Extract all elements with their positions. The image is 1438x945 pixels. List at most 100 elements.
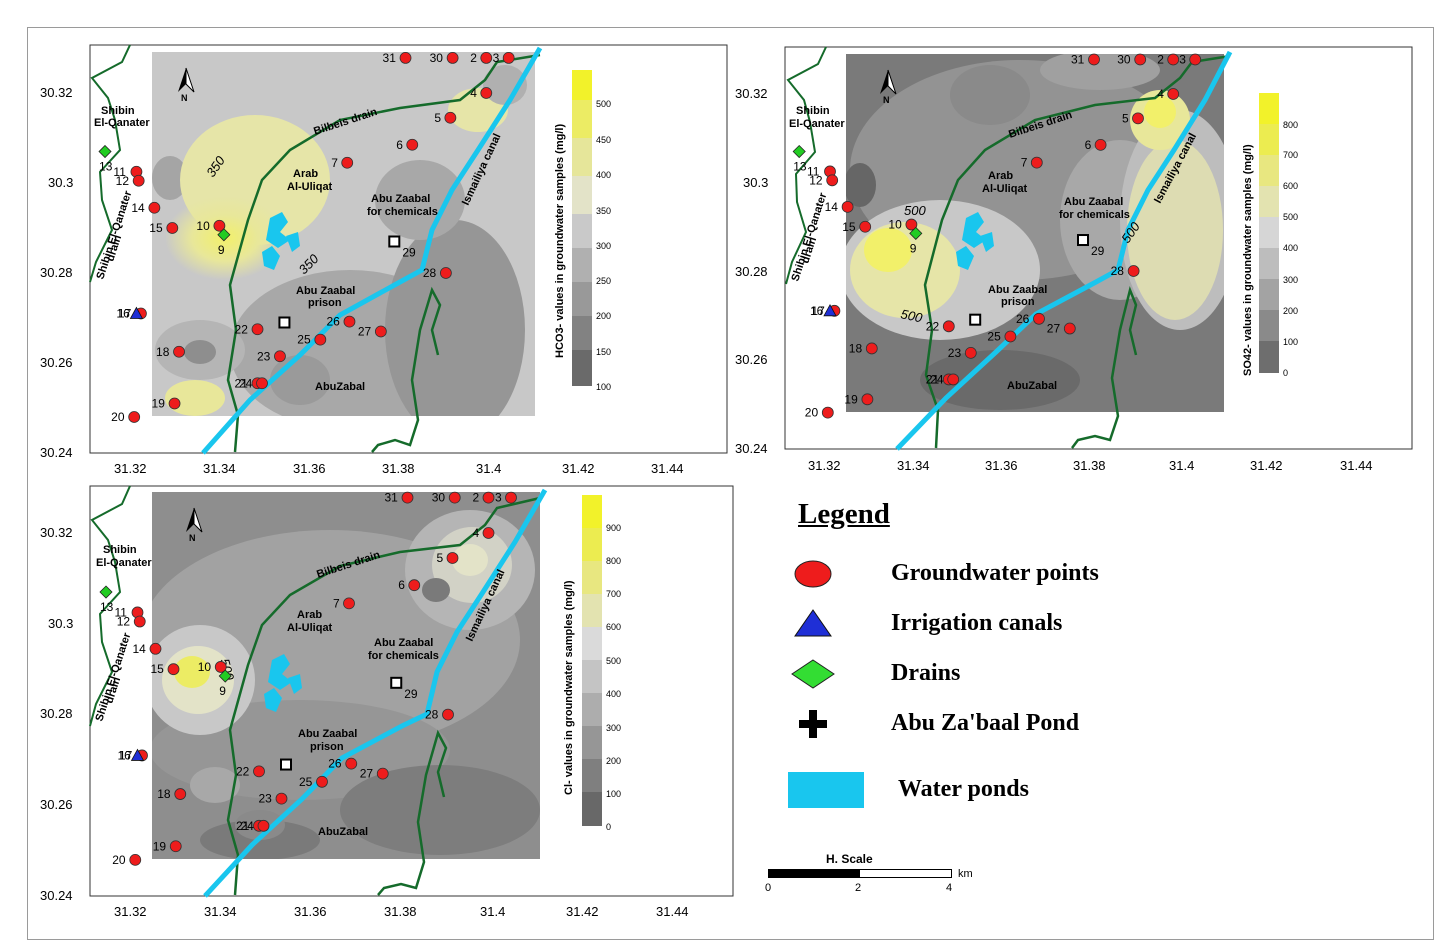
point-label: 27 xyxy=(1047,322,1061,336)
groundwater-point xyxy=(859,220,872,233)
point-label: 28 xyxy=(1111,264,1125,278)
north-arrow: N xyxy=(178,67,195,103)
point-label: 31 xyxy=(1071,52,1085,66)
point-label: 26 xyxy=(1016,312,1030,326)
drain-point xyxy=(98,144,112,159)
svg-text:350: 350 xyxy=(596,206,611,216)
ytick: 30.32 xyxy=(40,525,73,540)
place-label: Al-Uliqat xyxy=(287,622,333,634)
groundwater-point xyxy=(1167,53,1180,66)
ytick: 30.28 xyxy=(40,265,73,280)
ytick: 30.3 xyxy=(48,616,73,631)
irrigation-point xyxy=(823,303,837,317)
groundwater-point xyxy=(167,663,180,676)
svg-text:300: 300 xyxy=(606,723,621,733)
groundwater-point xyxy=(482,491,495,504)
svg-text:100: 100 xyxy=(606,789,621,799)
svg-text:0: 0 xyxy=(1283,368,1288,378)
drain-point xyxy=(99,585,113,599)
ytick: 30.24 xyxy=(40,445,73,460)
groundwater-point xyxy=(253,765,265,778)
point-label: 12 xyxy=(116,174,130,188)
place-label: prison xyxy=(308,297,342,309)
xtick: 31.42 xyxy=(566,904,599,919)
svg-text:500: 500 xyxy=(596,99,611,109)
point-label: 11 xyxy=(807,164,820,178)
point-label: 26 xyxy=(328,757,342,771)
groundwater-point xyxy=(376,767,389,780)
groundwater-point xyxy=(314,333,327,346)
point-label: 25 xyxy=(299,775,313,789)
groundwater-point xyxy=(841,200,854,213)
point-label: 3 xyxy=(1179,52,1186,66)
legend-label: Drains xyxy=(891,660,961,686)
groundwater-point xyxy=(128,411,141,423)
xtick: 31.42 xyxy=(1250,458,1283,473)
blue-triangle-icon xyxy=(794,609,832,637)
place-label: AbuZabal xyxy=(315,381,365,393)
point-label: 20 xyxy=(111,410,125,424)
pond-point xyxy=(1077,234,1089,247)
point-label: 30 xyxy=(430,51,444,65)
svg-text:700: 700 xyxy=(1283,150,1298,160)
groundwater-point xyxy=(1033,312,1045,325)
svg-text:400: 400 xyxy=(596,170,611,180)
svg-text:N: N xyxy=(883,95,890,105)
legend-item-irrigation: Irrigation canals xyxy=(788,602,1408,646)
groundwater-point xyxy=(174,788,187,800)
scale-title: H. Scale xyxy=(826,852,873,866)
svg-text:700: 700 xyxy=(606,589,621,599)
groundwater-point xyxy=(1004,330,1017,343)
point-label: 9 xyxy=(910,241,917,255)
point-label: 7 xyxy=(331,156,338,170)
ytick: 30.26 xyxy=(735,352,768,367)
point-label: 4 xyxy=(473,526,480,540)
point-label: 11 xyxy=(113,165,126,179)
scale-segment xyxy=(768,869,860,878)
xtick: 31.44 xyxy=(1340,458,1373,473)
point-label: 30 xyxy=(432,491,446,505)
svg-text:200: 200 xyxy=(596,311,611,321)
groundwater-point xyxy=(133,615,146,628)
point-label: 26 xyxy=(326,315,340,329)
point-label: 14 xyxy=(825,200,839,214)
place-label: Abu Zaabal xyxy=(371,193,430,205)
svg-text:500: 500 xyxy=(606,656,621,666)
point-label: 31 xyxy=(385,491,399,505)
groundwater-point xyxy=(480,87,493,99)
scale-bar: H. Scale 0 2 4 km xyxy=(762,850,992,900)
contour-surface xyxy=(152,52,535,416)
groundwater-point xyxy=(343,597,355,610)
point-label: 22 xyxy=(235,322,249,336)
groundwater-point xyxy=(865,342,878,355)
pond-point xyxy=(278,316,291,329)
cyan-bar-icon xyxy=(788,772,864,808)
groundwater-point xyxy=(129,853,142,866)
svg-text:800: 800 xyxy=(606,556,621,566)
figure-frame xyxy=(27,27,1434,940)
point-label: 15 xyxy=(842,220,856,234)
point-label: 10 xyxy=(888,218,902,232)
groundwater-point xyxy=(257,819,270,832)
irrigation-point xyxy=(130,748,145,761)
groundwater-point xyxy=(214,661,227,673)
legend-label: Water ponds xyxy=(898,776,1029,802)
place-label: Arab xyxy=(988,170,1013,182)
shibin-drain xyxy=(89,44,131,283)
svg-text:800: 800 xyxy=(1283,120,1298,130)
groundwater-point xyxy=(826,174,839,187)
ytick: 30.24 xyxy=(40,888,73,903)
pond-point xyxy=(280,758,292,771)
point-label: 9 xyxy=(218,243,225,257)
groundwater-point xyxy=(1030,156,1043,169)
point-label: 28 xyxy=(423,266,437,280)
groundwater-point xyxy=(1088,53,1100,66)
groundwater-point xyxy=(1167,88,1180,100)
bilbeis-drain xyxy=(923,54,1231,449)
scale-segment xyxy=(859,869,952,878)
legend-label: Irrigation canals xyxy=(891,610,1063,636)
groundwater-point xyxy=(399,52,412,64)
place-label: El-Qanater xyxy=(94,117,150,129)
irrigation-point xyxy=(129,306,144,319)
